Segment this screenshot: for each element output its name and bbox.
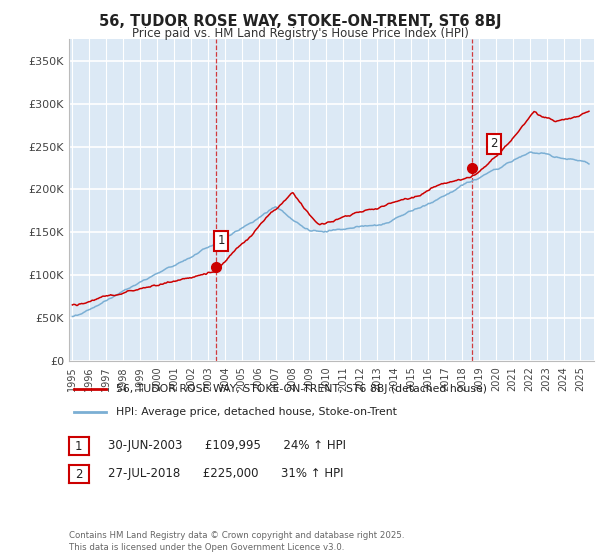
Text: 56, TUDOR ROSE WAY, STOKE-ON-TRENT, ST6 8BJ (detached house): 56, TUDOR ROSE WAY, STOKE-ON-TRENT, ST6 … xyxy=(116,384,487,394)
Text: 30-JUN-2003      £109,995      24% ↑ HPI: 30-JUN-2003 £109,995 24% ↑ HPI xyxy=(108,438,346,452)
Text: 1: 1 xyxy=(75,440,83,452)
Text: 56, TUDOR ROSE WAY, STOKE-ON-TRENT, ST6 8BJ: 56, TUDOR ROSE WAY, STOKE-ON-TRENT, ST6 … xyxy=(99,14,501,29)
Text: HPI: Average price, detached house, Stoke-on-Trent: HPI: Average price, detached house, Stok… xyxy=(116,407,397,417)
Text: Price paid vs. HM Land Registry's House Price Index (HPI): Price paid vs. HM Land Registry's House … xyxy=(131,27,469,40)
Text: 27-JUL-2018      £225,000      31% ↑ HPI: 27-JUL-2018 £225,000 31% ↑ HPI xyxy=(108,466,343,480)
Text: 1: 1 xyxy=(218,235,225,248)
Text: 2: 2 xyxy=(490,137,497,151)
Text: Contains HM Land Registry data © Crown copyright and database right 2025.
This d: Contains HM Land Registry data © Crown c… xyxy=(69,531,404,552)
Text: 2: 2 xyxy=(75,468,83,480)
